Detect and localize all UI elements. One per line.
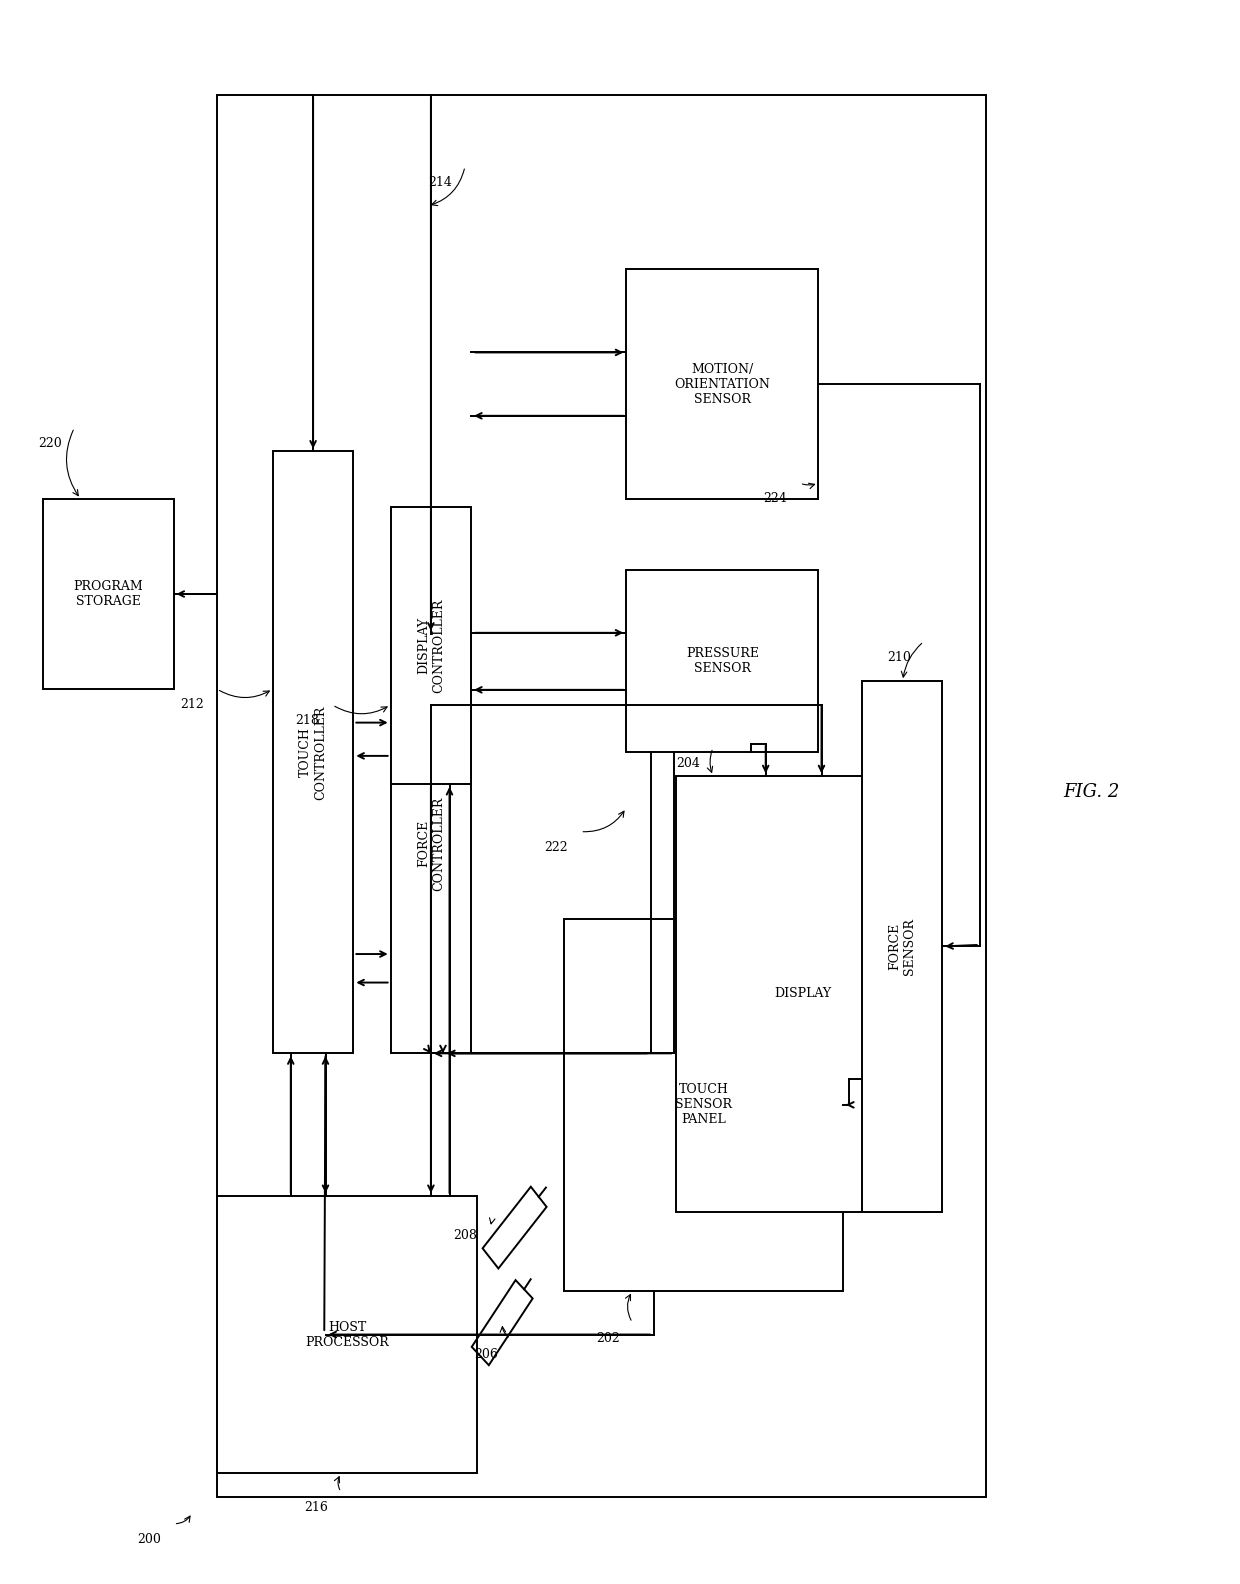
- Text: 218: 218: [295, 714, 320, 727]
- Bar: [564, 919, 843, 1291]
- Text: DISPLAY
CONTROLLER: DISPLAY CONTROLLER: [417, 599, 445, 692]
- Text: MOTION/
ORIENTATION
SENSOR: MOTION/ ORIENTATION SENSOR: [675, 363, 770, 406]
- Text: TOUCH
CONTROLLER: TOUCH CONTROLLER: [299, 705, 327, 800]
- Text: DISPLAY: DISPLAY: [774, 987, 832, 1001]
- Text: PRESSURE
SENSOR: PRESSURE SENSOR: [686, 648, 759, 675]
- Text: 222: 222: [543, 841, 568, 854]
- Text: 214: 214: [428, 176, 453, 188]
- Text: 210: 210: [887, 651, 911, 664]
- Text: 206: 206: [474, 1348, 498, 1361]
- Text: HOST
PROCESSOR: HOST PROCESSOR: [305, 1321, 389, 1348]
- Text: 200: 200: [136, 1533, 161, 1546]
- Text: 208: 208: [453, 1229, 477, 1242]
- Text: 202: 202: [595, 1332, 620, 1345]
- Text: 212: 212: [180, 699, 205, 711]
- Bar: [217, 95, 986, 1497]
- Text: 220: 220: [37, 437, 62, 450]
- Bar: [217, 1196, 477, 1473]
- Text: PROGRAM
STORAGE: PROGRAM STORAGE: [73, 580, 144, 608]
- Text: FORCE
CONTROLLER: FORCE CONTROLLER: [417, 797, 445, 890]
- Bar: [676, 776, 930, 1212]
- Bar: [273, 451, 353, 1053]
- Text: TOUCH
SENSOR
PANEL: TOUCH SENSOR PANEL: [676, 1083, 732, 1126]
- Bar: [43, 499, 174, 689]
- Text: 216: 216: [304, 1502, 329, 1514]
- Text: 224: 224: [763, 493, 787, 505]
- Bar: [862, 681, 942, 1212]
- Text: FORCE
SENSOR: FORCE SENSOR: [888, 919, 916, 974]
- Text: FIG. 2: FIG. 2: [1063, 782, 1120, 802]
- Bar: [391, 507, 471, 784]
- Bar: [626, 570, 818, 752]
- Text: 204: 204: [676, 757, 701, 770]
- Bar: [391, 634, 471, 1053]
- Bar: [626, 269, 818, 499]
